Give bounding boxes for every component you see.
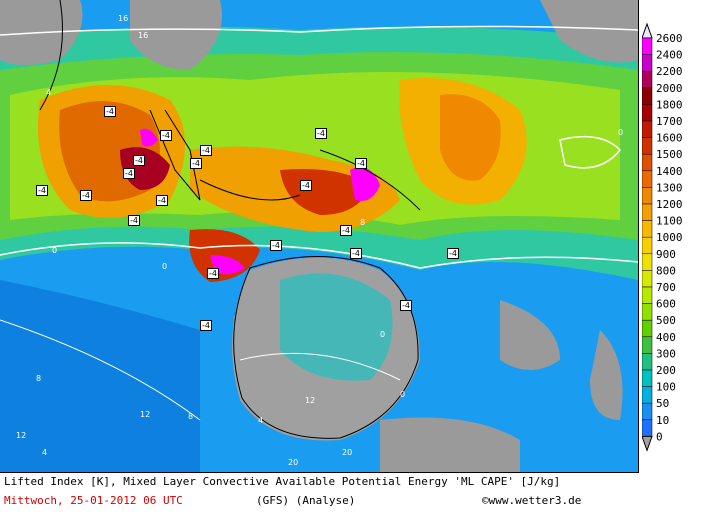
legend-swatch	[641, 369, 653, 387]
legend-label: 1100	[656, 215, 683, 228]
li-positive-label: 16	[118, 14, 129, 23]
legend-label: 1700	[656, 115, 683, 128]
li-positive-label: 0	[380, 330, 386, 339]
map-canvas	[0, 0, 638, 472]
legend-label: 1400	[656, 165, 683, 178]
legend-label: 1000	[656, 231, 683, 244]
legend-swatch	[641, 270, 653, 288]
li-negative-label: -4	[315, 128, 327, 139]
legend-label: 1600	[656, 132, 683, 145]
li-positive-label: 0	[400, 390, 406, 399]
li-negative-label: -4	[207, 268, 219, 279]
li-negative-label: -4	[447, 248, 459, 259]
li-positive-label: 4	[46, 88, 52, 97]
legend-label: 2200	[656, 65, 683, 78]
legend-label: 1500	[656, 148, 683, 161]
li-positive-label: 0	[618, 128, 624, 137]
li-negative-label: -4	[123, 168, 135, 179]
li-negative-label: -4	[190, 158, 202, 169]
legend-label: 800	[656, 264, 676, 277]
legend-label: 10	[656, 414, 669, 427]
legend-swatch	[641, 187, 653, 205]
legend-swatch	[641, 236, 653, 255]
legend-svg: 2600240022002000180017001600150014001300…	[641, 22, 683, 452]
legend-swatch	[641, 303, 653, 321]
legend-label: 500	[656, 314, 676, 327]
li-positive-label: 12	[140, 410, 151, 419]
legend-swatch	[641, 87, 653, 105]
legend-label: 300	[656, 347, 676, 360]
legend-arrow-bottom	[641, 435, 653, 452]
legend-swatch	[641, 419, 653, 437]
legend-swatch	[641, 104, 653, 122]
legend-label: 700	[656, 281, 676, 294]
legend-swatch	[641, 336, 653, 354]
li-negative-label: -4	[160, 130, 172, 141]
legend-swatch	[641, 37, 653, 55]
legend-swatch	[641, 286, 653, 304]
li-positive-label: 16	[138, 31, 149, 40]
li-negative-label: -4	[355, 158, 367, 169]
li-negative-label: -4	[156, 195, 168, 206]
map-footer: Lifted Index [K], Mixed Layer Convective…	[0, 473, 704, 513]
li-positive-label: 8	[36, 374, 42, 383]
legend-label: 0	[656, 430, 663, 443]
li-negative-label: -4	[104, 106, 116, 117]
legend-label: 50	[656, 397, 669, 410]
legend-swatch	[641, 386, 653, 404]
li-positive-label: 4	[258, 416, 264, 425]
legend-swatch	[641, 70, 653, 89]
legend-label: 1200	[656, 198, 683, 211]
legend-label: 100	[656, 381, 676, 394]
li-positive-label: 8	[188, 412, 194, 421]
title-text: Lifted Index [K], Mixed Layer Convective…	[4, 475, 561, 488]
li-negative-label: -4	[300, 180, 312, 191]
legend-swatch	[641, 203, 653, 221]
legend-swatch	[641, 319, 653, 338]
legend-label: 2600	[656, 32, 683, 45]
li-negative-label: -4	[400, 300, 412, 311]
li-negative-label: -4	[340, 225, 352, 236]
legend-label: 200	[656, 364, 676, 377]
color-scale-legend: 2600 2400 2200 2000 1800 1700 1600 1500 1400 1300…	[641, 22, 704, 462]
li-positive-label: 12	[305, 396, 316, 405]
li-negative-label: -4	[80, 190, 92, 201]
li-positive-label: 20	[288, 458, 299, 467]
legend-label: 2400	[656, 49, 683, 62]
legend-swatch	[641, 253, 653, 271]
legend-swatch	[641, 120, 653, 138]
legend-label: 1300	[656, 181, 683, 194]
li-negative-label: -4	[200, 145, 212, 156]
li-positive-label: 8	[360, 218, 366, 227]
li-negative-label: -4	[36, 185, 48, 196]
li-negative-label: -4	[133, 155, 145, 166]
legend-label: 600	[656, 298, 676, 311]
li-negative-label: -4	[200, 320, 212, 331]
legend-label: 900	[656, 248, 676, 261]
copyright-text: ©www.wetter3.de	[482, 494, 582, 507]
li-positive-label: 20	[342, 448, 353, 457]
li-positive-label: 4	[42, 448, 48, 457]
li-positive-label: 0	[162, 262, 168, 271]
li-negative-label: -4	[350, 248, 362, 259]
li-negative-label: -4	[270, 240, 282, 251]
date-text: Mittwoch, 25-01-2012 06 UTC	[4, 494, 183, 507]
legend-label: 400	[656, 331, 676, 344]
legend-swatch	[641, 170, 653, 188]
model-text: (GFS) (Analyse)	[256, 494, 356, 507]
legend-swatch	[641, 402, 653, 421]
cape-map: -4 -4 -4 -4 -4 -4 -4 -4 -4 -4 -4 -4 -4 -4 -4 -4 -4 -4 -4 -4…	[0, 0, 639, 473]
legend-label: 2000	[656, 82, 683, 95]
li-positive-label: 0	[52, 246, 58, 255]
legend-swatch	[641, 54, 653, 72]
legend-swatch	[641, 353, 653, 371]
legend-swatch	[641, 137, 653, 155]
legend-swatch	[641, 220, 653, 238]
legend-swatch	[641, 153, 653, 172]
legend-arrow-top	[641, 22, 653, 39]
li-positive-label: 12	[16, 431, 27, 440]
legend-label: 1800	[656, 98, 683, 111]
li-negative-label: -4	[128, 215, 140, 226]
